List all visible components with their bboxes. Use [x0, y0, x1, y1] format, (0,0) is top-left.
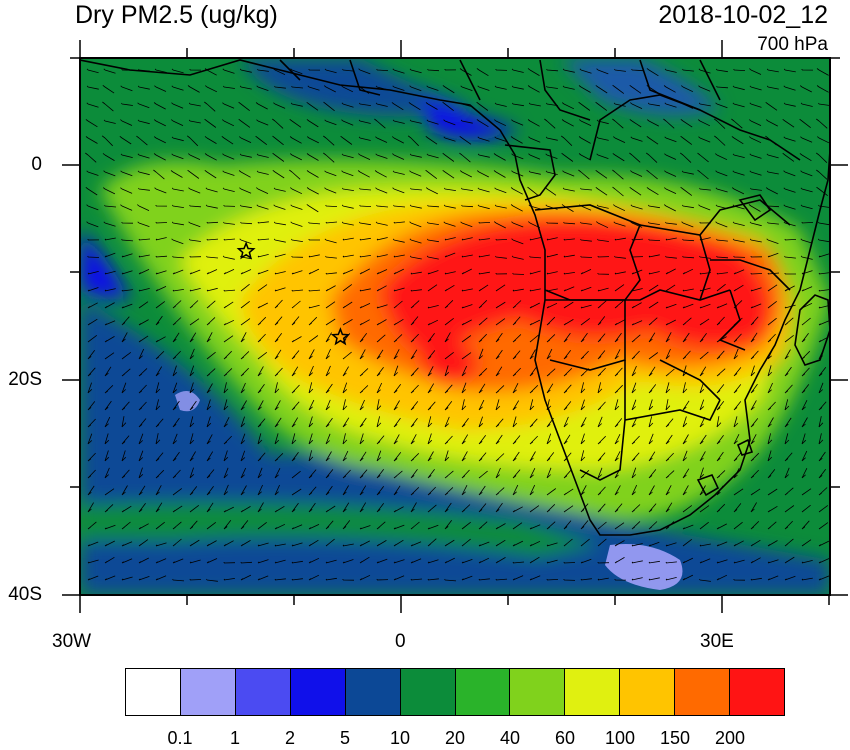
- colorbar-box-11: [730, 669, 785, 715]
- axis-ticks: [62, 40, 848, 613]
- colorbar-box-4: [345, 669, 401, 715]
- coastlines: [80, 59, 830, 536]
- valid-datetime: 2018-10-02_12: [658, 1, 828, 29]
- lat-label-0: 0: [31, 154, 42, 175]
- colorbar-label: 5: [339, 728, 351, 748]
- lon-label-0: 0: [395, 631, 406, 652]
- lat-label-40s: 40S: [8, 584, 42, 605]
- map-frame: [79, 57, 831, 596]
- plot-title: Dry PM2.5 (ug/kg): [75, 1, 278, 29]
- wind-barbs: [85, 68, 830, 582]
- colorbar-box-1: [180, 669, 236, 715]
- concentration-field: [80, 58, 830, 595]
- colorbar-label: 1: [229, 728, 241, 748]
- colorbar-box-7: [510, 669, 566, 715]
- colorbar-label: 20: [444, 728, 466, 748]
- colorbar-box-9: [620, 669, 676, 715]
- colorbar-box-6: [455, 669, 511, 715]
- colorbar-label: 2: [284, 728, 296, 748]
- star-marker-2: [330, 327, 350, 346]
- colorbar-label: 200: [714, 728, 746, 748]
- colorbar-box-2: [235, 669, 291, 715]
- colorbar-box-10: [675, 669, 731, 715]
- colorbar-box-3: [290, 669, 346, 715]
- colorbar-label: 60: [554, 728, 576, 748]
- star-marker-1: [236, 241, 256, 260]
- colorbar-box-5: [400, 669, 456, 715]
- lon-label-30e: 30E: [700, 631, 734, 652]
- colorbar-box-0: [126, 669, 181, 715]
- lon-label-30w: 30W: [52, 631, 92, 652]
- colorbar-label: 0.1: [167, 728, 193, 748]
- colorbar-label: 100: [604, 728, 636, 748]
- colorbar-label: 10: [389, 728, 411, 748]
- colorbar: [125, 668, 785, 716]
- colorbar-label: 150: [659, 728, 691, 748]
- pressure-level: 700 hPa: [757, 34, 828, 55]
- lat-label-20s: 20S: [8, 369, 42, 390]
- colorbar-box-8: [565, 669, 621, 715]
- colorbar-label: 40: [499, 728, 521, 748]
